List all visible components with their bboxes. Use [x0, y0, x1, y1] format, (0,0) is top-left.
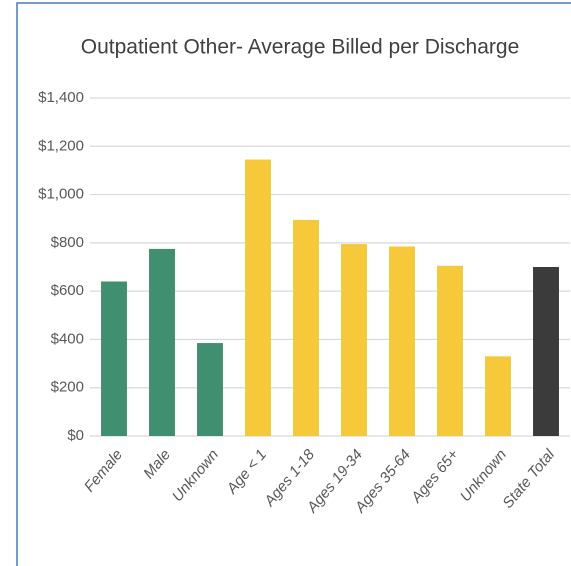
y-tick-label: $0 [67, 427, 84, 444]
y-tick-label: $1,000 [38, 186, 84, 203]
frame [16, 2, 571, 566]
bar [149, 248, 175, 436]
bar [437, 265, 463, 436]
x-tick-label: Female [81, 446, 126, 495]
bar [533, 267, 559, 436]
y-tick-label: $800 [51, 234, 84, 251]
bar [341, 244, 367, 436]
y-tick-label: $1,200 [38, 137, 84, 154]
x-tick-label: Age < 1 [223, 446, 270, 498]
x-tick-label: Unknown [169, 446, 222, 505]
y-tick-label: $200 [51, 379, 84, 396]
y-tick-label: $1,400 [38, 89, 84, 106]
bar [197, 343, 223, 436]
x-tick-label: Ages 65+ [407, 446, 462, 507]
bar [245, 159, 271, 437]
bar [101, 281, 127, 436]
x-tick-label: Male [140, 446, 174, 482]
bar [389, 246, 415, 436]
bar [293, 219, 319, 436]
chart-title: Outpatient Other- Average Billed per Dis… [81, 36, 520, 59]
bar [485, 356, 511, 436]
y-tick-label: $600 [51, 282, 84, 299]
y-tick-label: $400 [51, 330, 84, 347]
